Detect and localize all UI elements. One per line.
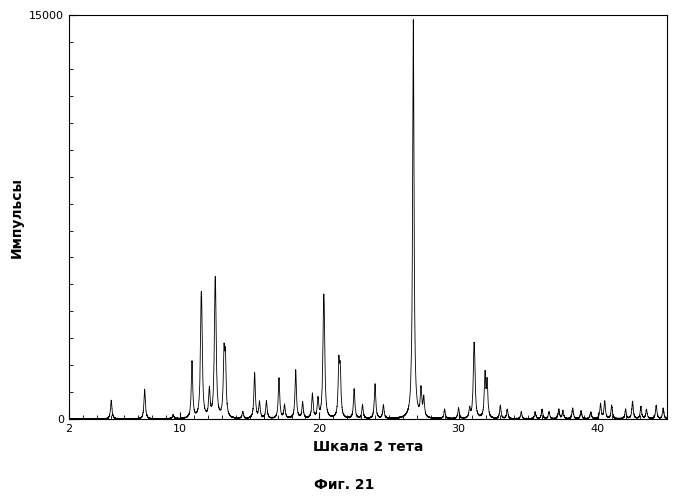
X-axis label: Шкала 2 тета: Шкала 2 тета — [313, 440, 423, 454]
Y-axis label: Импульсы: Импульсы — [10, 177, 23, 257]
Text: Фиг. 21: Фиг. 21 — [314, 478, 374, 492]
